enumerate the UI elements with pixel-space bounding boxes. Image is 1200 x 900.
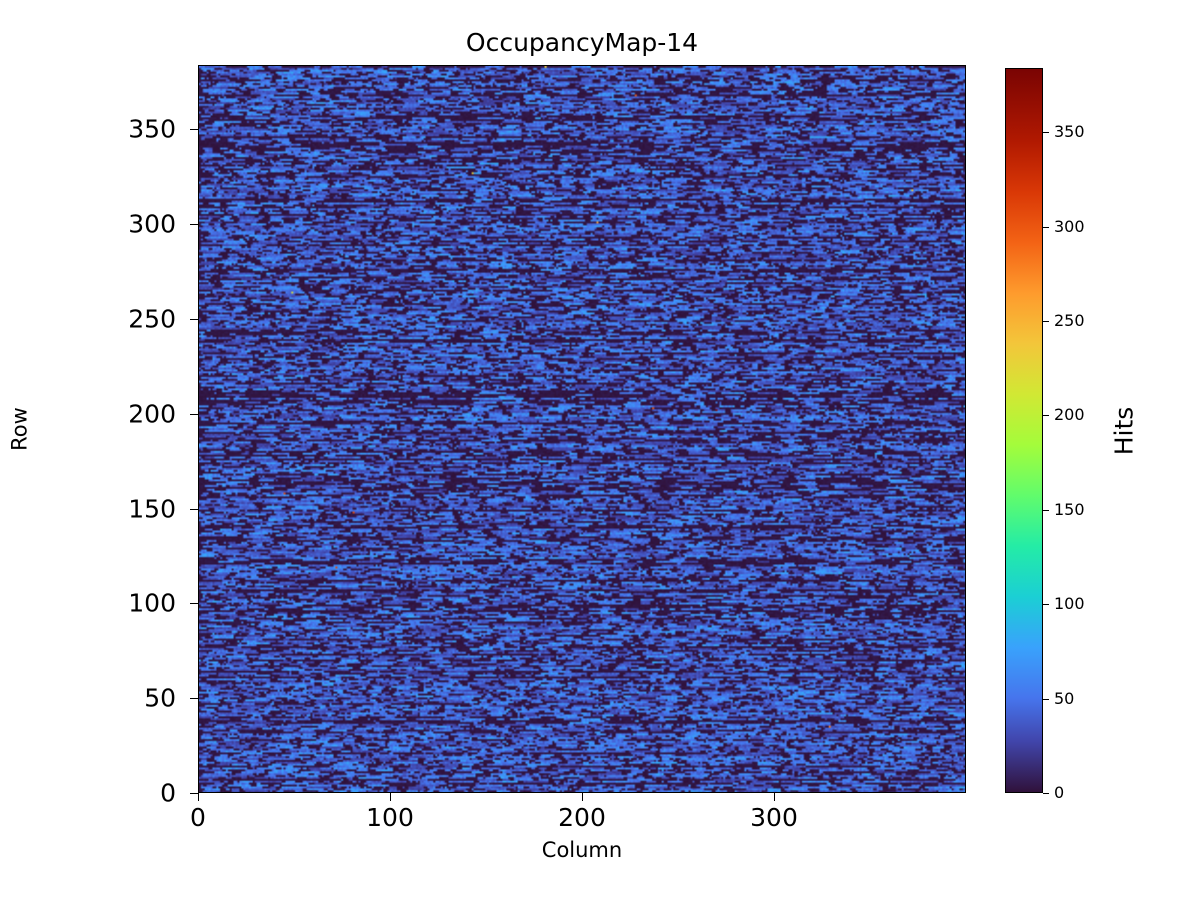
- colorbar-label: Hits: [1109, 406, 1139, 455]
- y-tick-label: 50: [144, 683, 176, 713]
- colorbar-tick-label: 50: [1054, 688, 1075, 708]
- page-title: OccupancyMap-14: [465, 28, 699, 57]
- colorbar-tick-label: 300: [1054, 216, 1085, 236]
- x-axis-label: Column: [541, 838, 623, 862]
- y-tick-label: 300: [128, 209, 176, 239]
- x-tick-label: 100: [366, 803, 414, 832]
- y-axis-ticks: 0 50 100 150 200 250 300 350: [128, 65, 198, 806]
- x-tick-mark: [198, 793, 199, 801]
- x-axis-ticks: 0 100 200 300: [190, 793, 966, 830]
- y-tick-mark: [190, 129, 198, 131]
- colorbar-tick-mark: [1043, 226, 1049, 228]
- heatmap-axes: [198, 65, 966, 793]
- colorbar-tick-mark: [1043, 698, 1049, 700]
- y-tick-mark: [190, 508, 198, 510]
- x-tick-label: 300: [750, 803, 798, 832]
- y-axis-label-container: Row: [0, 65, 40, 793]
- colorbar: [1005, 68, 1043, 793]
- colorbar-tick-label: 100: [1054, 594, 1085, 614]
- colorbar-tick-mark: [1043, 415, 1049, 417]
- y-tick-label: 200: [128, 399, 176, 429]
- colorbar-gradient: [1006, 69, 1042, 792]
- colorbar-tick-mark: [1043, 132, 1049, 134]
- colorbar-tick-mark: [1043, 320, 1049, 322]
- x-tick-mark: [390, 793, 391, 801]
- occupancy-heatmap-image: [199, 66, 965, 792]
- colorbar-tick-label: 200: [1054, 405, 1085, 425]
- x-tick-label: 0: [190, 803, 206, 832]
- y-tick-mark: [190, 413, 198, 415]
- colorbar-tick-label: 0: [1054, 783, 1065, 802]
- y-tick-mark: [190, 603, 198, 605]
- y-tick-label: 250: [128, 304, 176, 334]
- colorbar-tick-mark: [1043, 509, 1049, 511]
- colorbar-tick-label: 350: [1054, 122, 1085, 142]
- colorbar-tick-mark: [1043, 604, 1049, 606]
- y-tick-label: 0: [160, 778, 176, 808]
- y-tick-label: 100: [128, 588, 176, 618]
- y-tick-mark: [190, 793, 198, 794]
- colorbar-tick-mark: [1043, 793, 1049, 794]
- y-tick-label: 350: [128, 114, 176, 144]
- colorbar-tick-label: 250: [1054, 310, 1085, 330]
- x-tick-mark: [582, 793, 583, 801]
- y-tick-mark: [190, 319, 198, 321]
- colorbar-tick-label: 150: [1054, 499, 1085, 519]
- y-tick-label: 150: [128, 494, 176, 524]
- y-axis-label: Row: [7, 407, 32, 451]
- y-tick-mark: [190, 224, 198, 226]
- y-tick-mark: [190, 698, 198, 700]
- x-tick-label: 200: [558, 803, 606, 832]
- colorbar-ticks: 0 50 100 150 200 250 300 350: [1043, 68, 1085, 801]
- colorbar-label-container: Hits: [1104, 68, 1144, 793]
- x-tick-mark: [774, 793, 775, 801]
